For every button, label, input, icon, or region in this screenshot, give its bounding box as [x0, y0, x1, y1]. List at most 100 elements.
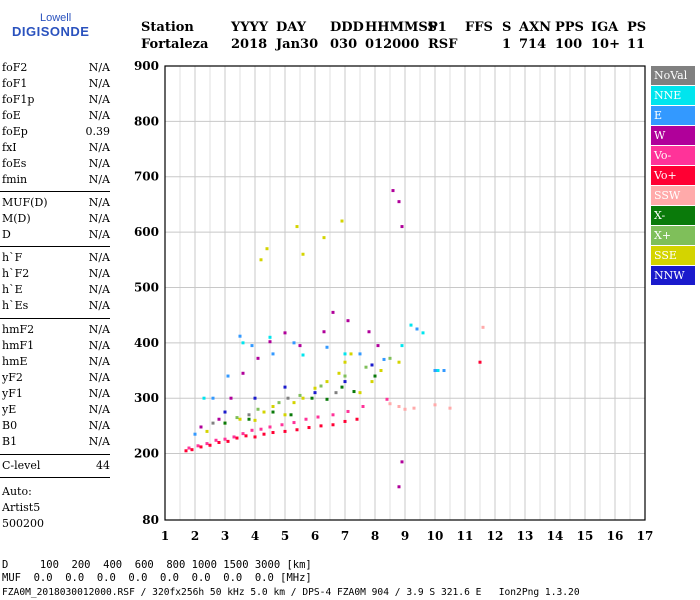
data-point-w — [298, 344, 302, 348]
header-value-iga: 10+ — [591, 37, 620, 52]
param-value: N/A — [88, 251, 110, 264]
header-value-yyyy: 2018 — [231, 37, 268, 52]
data-point-vo- — [223, 437, 227, 441]
data-point-x- — [373, 374, 377, 378]
data-point-vo- — [214, 438, 218, 442]
data-point-w — [217, 417, 221, 421]
divider — [0, 477, 110, 478]
param-row: B0 N/A — [2, 419, 110, 435]
param-value: N/A — [88, 299, 110, 312]
param-row: h`Es N/A — [2, 299, 110, 315]
data-point-x- — [343, 374, 347, 378]
data-point-w — [331, 310, 335, 314]
legend-item-nne: NNE — [651, 86, 695, 105]
data-point-sse — [253, 418, 257, 422]
data-point-x- — [247, 417, 251, 421]
data-point-w — [376, 344, 380, 348]
x-tick-label: 13 — [517, 529, 534, 543]
logo-lowell: Lowell — [40, 12, 72, 24]
data-point-ssw — [448, 406, 452, 410]
data-point-vo- — [385, 397, 389, 401]
data-point-w — [268, 340, 272, 344]
data-point-w — [397, 200, 401, 204]
param-row: foF2 N/A — [2, 61, 110, 77]
data-point-sse — [379, 369, 383, 373]
y-tick-label: 700 — [134, 170, 159, 184]
plot-frame — [164, 65, 646, 521]
data-point-ssw — [481, 325, 485, 329]
x-tick-label: 3 — [221, 529, 229, 543]
data-point-x- — [223, 421, 227, 425]
y-tick-label: 800 — [134, 114, 159, 128]
data-point-e — [415, 327, 419, 331]
divider — [0, 454, 110, 455]
param-name: MUF(D) — [2, 196, 48, 209]
data-point-sse — [292, 401, 296, 405]
header-label-s: S — [502, 20, 512, 35]
param-name: B1 — [2, 435, 18, 448]
header-label-p1: P1 — [428, 20, 447, 35]
x-tick-label: 6 — [311, 529, 319, 543]
param-name: h`Es — [2, 299, 29, 312]
legend-item-x-: X+ — [651, 226, 695, 245]
param-row: MUF(D) N/A — [2, 196, 110, 212]
x-tick-label: 8 — [371, 529, 379, 543]
data-point-e — [250, 344, 254, 348]
y-tick-label: 600 — [134, 225, 159, 239]
data-point-vo- — [319, 424, 323, 428]
data-point-vo- — [304, 417, 308, 421]
data-point-e — [358, 352, 362, 356]
autoscale-program: Artist5 — [2, 501, 41, 514]
data-point-x- — [271, 410, 275, 414]
c-level-row: C-level 44 — [2, 459, 110, 475]
data-point-nne — [202, 396, 206, 400]
y-tick-label: 500 — [134, 280, 159, 294]
data-point-w — [229, 396, 233, 400]
data-point-sse — [301, 396, 305, 400]
x-tick-label: 9 — [401, 529, 409, 543]
data-point-w — [391, 189, 395, 193]
muf-row: MUF 0.0 0.0 0.0 0.0 0.0 0.0 0.0 0.0 [MHz… — [2, 572, 312, 584]
legend-item-vo-: Vo+ — [651, 166, 695, 185]
param-value: N/A — [88, 387, 110, 400]
divider — [0, 191, 110, 192]
param-name: h`F2 — [2, 267, 30, 280]
param-row: h`F N/A — [2, 251, 110, 267]
legend-item-vo-: Vo- — [651, 146, 695, 165]
data-point-sse — [205, 429, 209, 433]
header-label-iga: IGA — [591, 20, 619, 35]
data-point-noval — [286, 396, 290, 400]
data-point-nne — [436, 369, 440, 373]
data-point-vo- — [235, 436, 239, 440]
param-row: fxI N/A — [2, 141, 110, 157]
data-point-noval — [247, 413, 251, 417]
data-point-nnw — [370, 363, 374, 367]
legend-item-ssw: SSW — [651, 186, 695, 205]
data-point-vo- — [259, 427, 263, 431]
data-point-sse — [340, 219, 344, 223]
header-value-day: Jan30 — [276, 37, 319, 52]
param-row: hmE N/A — [2, 355, 110, 371]
data-point-nne — [343, 352, 347, 356]
header-value-ddd: 030 — [330, 37, 358, 52]
data-point-nnw — [313, 391, 317, 395]
data-point-x- — [277, 401, 281, 405]
data-point-w — [400, 225, 404, 229]
x-tick-label: 10 — [427, 529, 444, 543]
data-point-ssw — [412, 406, 416, 410]
data-point-nnw — [343, 380, 347, 384]
data-point-vo- — [331, 423, 335, 427]
data-point-sse — [397, 360, 401, 364]
autoscale-label: Auto: — [2, 485, 32, 498]
legend: NoVal NNE E W Vo- Vo+ SSW X- X+ SSE NNW — [651, 66, 695, 286]
x-tick-label: 14 — [547, 529, 564, 543]
header-labels-row: Station YYYY DAY DDD HHMMSS P1 FFS S AXN… — [0, 20, 700, 36]
ionogram-chart: 1 2 3 4 5 6 7 8 9 10 11 12 13 14 15 16 17802003004005006… — [134, 59, 653, 543]
data-point-w — [199, 425, 203, 429]
data-point-vo- — [343, 419, 347, 423]
data-point-vo- — [205, 442, 209, 446]
data-point-vo- — [190, 448, 194, 452]
param-value: N/A — [88, 355, 110, 368]
data-point-sse — [295, 225, 299, 229]
param-value: 0.39 — [85, 125, 111, 138]
